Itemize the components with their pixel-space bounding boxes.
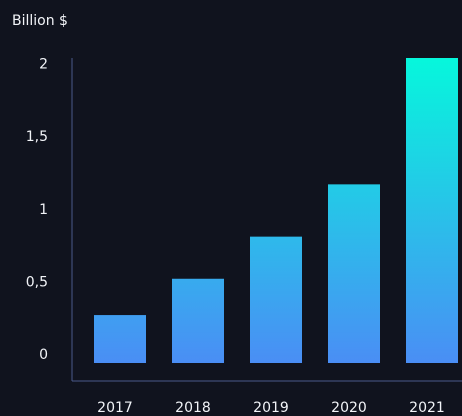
y-tick-label: 2 [39, 57, 48, 73]
x-tick-label-2020: 2020 [331, 400, 367, 416]
y-tick-label: 0 [39, 347, 48, 363]
x-tick-label-2017: 2017 [97, 400, 133, 416]
bar-2021 [406, 58, 458, 363]
x-tick-label-2019: 2019 [253, 400, 289, 416]
y-tick-label: 1 [39, 202, 48, 218]
bars-group [94, 58, 458, 363]
bar-2020 [328, 184, 380, 363]
y-tick-label: 1,5 [26, 129, 48, 145]
y-axis-ticks: 0 0,5 1 1,5 2 [26, 57, 48, 363]
x-axis-labels: 2017 2018 2019 2020 2021 [97, 400, 445, 416]
y-tick-label: 0,5 [26, 274, 48, 290]
y-axis-unit-label: Billion $ [12, 13, 68, 29]
bar-2017 [94, 315, 146, 363]
x-tick-label-2021: 2021 [409, 400, 445, 416]
bar-2019 [250, 236, 302, 363]
x-tick-label-2018: 2018 [175, 400, 211, 416]
bar-2018 [172, 278, 224, 363]
